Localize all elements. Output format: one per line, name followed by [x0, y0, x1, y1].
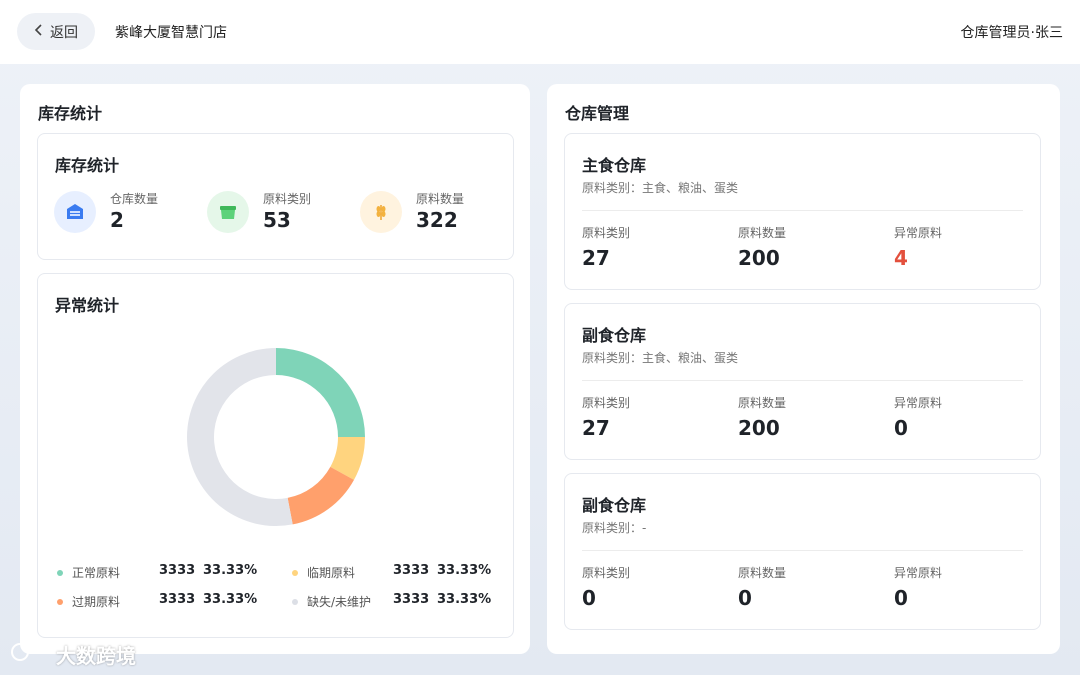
warehouse-categories: 原料类别：主食、粮油、蛋类: [582, 181, 739, 195]
warehouse-card[interactable]: 副食仓库 原料类别：- 原料类别 0 原料数量 0 异常原料 0: [564, 473, 1041, 630]
stat-label: 异常原料: [894, 566, 943, 580]
warehouse-name: 副食仓库: [582, 326, 647, 345]
user-info[interactable]: 仓库管理员·张三: [960, 25, 1063, 41]
warehouse-panel: 仓库管理 主食仓库 原料类别：主食、粮油、蛋类 原料类别 27 原料数量 200…: [547, 84, 1060, 654]
legend-item-missing: 缺失/未维护: [292, 593, 371, 610]
warehouse-name: 副食仓库: [582, 496, 647, 515]
abnormal-donut-chart[interactable]: [186, 347, 366, 527]
inventory-stats-card: 库存统计 仓库数量 2 原料类别: [37, 133, 514, 260]
chevron-left-icon: [34, 23, 44, 41]
donut-slice-3[interactable]: [187, 348, 293, 526]
warehouse-stat-quantity: 原料数量 200: [738, 395, 786, 443]
legend-percent: 33.33%: [437, 592, 492, 607]
divider: [582, 210, 1023, 211]
warehouse-stat-categories: 原料类别 0: [582, 565, 630, 613]
warehouse-stat-abnormal: 异常原料 0: [894, 395, 942, 443]
wheat-icon: [360, 191, 402, 233]
legend-count: 3333: [159, 592, 196, 607]
warehouse-categories: 原料类别：-: [582, 521, 647, 535]
legend-percent: 33.33%: [203, 563, 258, 578]
stat-label: 原料类别: [582, 226, 631, 240]
divider: [582, 380, 1023, 381]
stat-label: 仓库数量: [110, 192, 159, 206]
store-name: 紫峰大厦智慧门店: [115, 25, 227, 41]
inventory-panel: 库存统计 库存统计 仓库数量 2: [20, 84, 530, 654]
stat-value: 2: [110, 208, 124, 232]
legend-count: 3333: [393, 592, 430, 607]
warehouse-icon: [54, 191, 96, 233]
legend-label: 缺失/未维护: [307, 595, 372, 609]
panel-title: 仓库管理: [565, 104, 630, 123]
donut-slice-2[interactable]: [287, 466, 354, 525]
abnormal-stats-card: 异常统计 正常原料 3333 33.33% 临期原料 3333 33.33% 过…: [37, 273, 514, 638]
stat-value: 0: [894, 586, 908, 610]
watermark-text: 大数跨境: [56, 644, 136, 668]
stat-label: 原料类别: [582, 396, 631, 410]
legend-count: 3333: [159, 563, 196, 578]
back-label: 返回: [50, 24, 78, 41]
card-title: 库存统计: [55, 156, 120, 175]
legend-item-expired: 过期原料: [57, 593, 120, 610]
stat-label: 异常原料: [894, 226, 943, 240]
warehouse-stat-abnormal: 异常原料 0: [894, 565, 942, 613]
legend-dot: [292, 569, 298, 576]
stat-label: 原料数量: [738, 396, 787, 410]
stat-value: 0: [582, 586, 596, 610]
warehouse-categories: 原料类别：主食、粮油、蛋类: [582, 351, 739, 365]
top-bar: 返回 紫峰大厦智慧门店 仓库管理员·张三: [0, 0, 1080, 64]
card-title: 异常统计: [55, 296, 120, 315]
legend-label: 临期原料: [307, 566, 356, 580]
stat-label: 异常原料: [894, 396, 943, 410]
stat-category-count[interactable]: 原料类别 53: [207, 191, 311, 233]
stat-material-count[interactable]: 原料数量 322: [360, 191, 464, 233]
warehouse-card[interactable]: 副食仓库 原料类别：主食、粮油、蛋类 原料类别 27 原料数量 200 异常原料…: [564, 303, 1041, 460]
stat-label: 原料数量: [416, 192, 465, 206]
legend-percent: 33.33%: [203, 592, 258, 607]
stat-value: 0: [738, 586, 752, 610]
donut-slice-0[interactable]: [276, 348, 365, 437]
stat-value-alert: 4: [894, 246, 908, 270]
stat-value: 200: [738, 416, 780, 440]
legend-item-normal: 正常原料: [57, 564, 120, 581]
warehouse-stat-quantity: 原料数量 200: [738, 225, 786, 273]
warehouse-card[interactable]: 主食仓库 原料类别：主食、粮油、蛋类 原料类别 27 原料数量 200 异常原料…: [564, 133, 1041, 290]
divider: [582, 550, 1023, 551]
donut-slice-1[interactable]: [330, 437, 365, 480]
legend-dot: [57, 569, 63, 576]
stat-value: 322: [416, 208, 458, 232]
stat-value: 200: [738, 246, 780, 270]
warehouse-stat-abnormal: 异常原料 4: [894, 225, 942, 273]
stat-value: 0: [894, 416, 908, 440]
legend-dot: [57, 598, 63, 605]
stat-value: 27: [582, 246, 610, 270]
stat-value: 27: [582, 416, 610, 440]
warehouse-stat-categories: 原料类别 27: [582, 395, 630, 443]
stat-label: 原料类别: [582, 566, 631, 580]
legend-label: 正常原料: [72, 566, 121, 580]
warehouse-stat-quantity: 原料数量 0: [738, 565, 786, 613]
back-button[interactable]: 返回: [17, 13, 95, 50]
warehouse-name: 主食仓库: [582, 156, 647, 175]
legend-label: 过期原料: [72, 595, 121, 609]
legend-dot: [292, 598, 298, 605]
stat-label: 原料数量: [738, 226, 787, 240]
stat-value: 53: [263, 208, 291, 232]
watermark: 大数跨境: [10, 640, 136, 669]
warehouse-stat-categories: 原料类别 27: [582, 225, 630, 273]
legend-count: 3333: [393, 563, 430, 578]
stat-label: 原料数量: [738, 566, 787, 580]
stat-label: 原料类别: [263, 192, 312, 206]
panel-title: 库存统计: [38, 104, 103, 123]
watermark-logo-icon: [10, 640, 50, 669]
legend-percent: 33.33%: [437, 563, 492, 578]
basket-icon: [207, 191, 249, 233]
legend-item-near-expiry: 临期原料: [292, 564, 355, 581]
stat-warehouse-count[interactable]: 仓库数量 2: [54, 191, 158, 233]
